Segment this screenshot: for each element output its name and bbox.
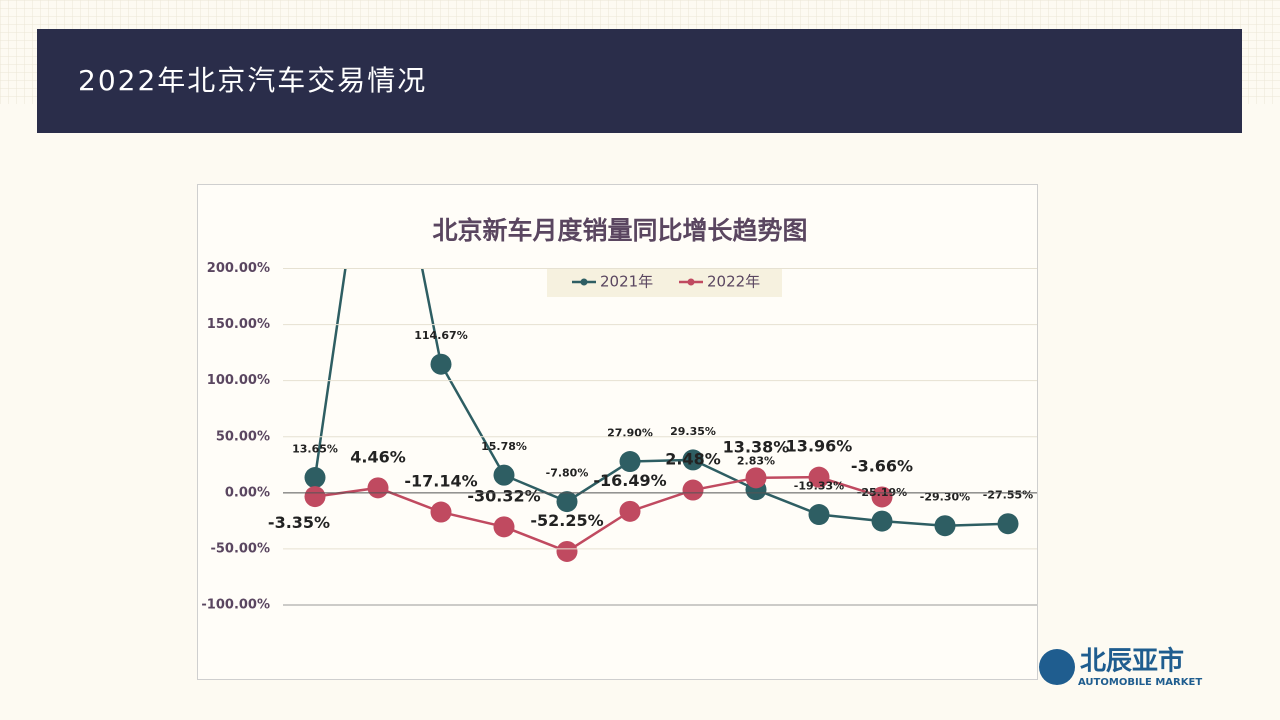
data-point [493, 516, 515, 538]
data-point [682, 479, 704, 501]
title-bar [37, 29, 1242, 133]
data-label: 13.38% [723, 437, 790, 456]
data-label: -30.32% [467, 486, 540, 505]
data-label: -27.55% [983, 489, 1033, 502]
data-point [871, 486, 893, 508]
data-label: -52.25% [530, 511, 603, 530]
data-label: -29.30% [920, 491, 970, 504]
y-tick-label: 200.00% [207, 261, 270, 276]
logo-icon [1039, 649, 1075, 685]
data-point [934, 515, 956, 537]
data-label: 2.48% [665, 450, 721, 469]
chart-frame [197, 184, 1038, 680]
data-label: -19.33% [794, 480, 844, 493]
data-point [556, 540, 578, 562]
y-tick-label: -50.00% [210, 541, 270, 556]
data-label: -3.35% [268, 513, 330, 532]
y-tick-label: 150.00% [207, 317, 270, 332]
data-label: 27.90% [607, 427, 653, 440]
data-point [682, 449, 704, 471]
data-label: -7.80% [546, 467, 589, 480]
slide-title: 2022年北京汽车交易情况 [78, 64, 427, 97]
data-point [430, 353, 452, 375]
data-point [997, 513, 1019, 535]
legend-label: 2022年 [707, 273, 760, 291]
data-point [367, 477, 389, 499]
legend-marker [687, 278, 695, 286]
y-tick-label: -100.00% [201, 598, 270, 613]
data-point [619, 500, 641, 522]
data-label: -16.49% [593, 471, 666, 490]
data-label: 13.96% [786, 437, 853, 456]
y-tick-label: 0.00% [225, 485, 270, 500]
data-label: 13.65% [292, 443, 338, 456]
data-label: -3.66% [851, 456, 913, 475]
logo-subtitle: AUTOMOBILE MARKET [1078, 677, 1202, 688]
logo-name: 北辰亚市 [1080, 646, 1184, 677]
data-point [808, 466, 830, 488]
data-label: 4.46% [350, 447, 406, 466]
data-label: 15.78% [481, 440, 527, 453]
data-point [619, 451, 641, 473]
data-point [304, 486, 326, 508]
data-point [304, 467, 326, 489]
data-label: 2.83% [737, 455, 775, 468]
data-point [745, 467, 767, 489]
series-line [314, 475, 883, 553]
data-point [430, 501, 452, 523]
data-label: 114.67% [414, 329, 467, 342]
data-point [556, 491, 578, 513]
data-point [493, 464, 515, 486]
legend-marker [580, 278, 588, 286]
legend: 2021年 2022年 [547, 268, 782, 297]
y-tick-label: 50.00% [216, 429, 270, 444]
data-point [871, 510, 893, 532]
chart-title: 北京新车月度销量同比增长趋势图 [432, 216, 807, 245]
data-label: 29.35% [670, 425, 716, 438]
y-tick-label: 100.00% [207, 373, 270, 388]
series-line [313, 268, 1009, 527]
data-point [808, 504, 830, 526]
data-label: -17.14% [404, 472, 477, 491]
legend-label: 2021年 [600, 273, 653, 291]
